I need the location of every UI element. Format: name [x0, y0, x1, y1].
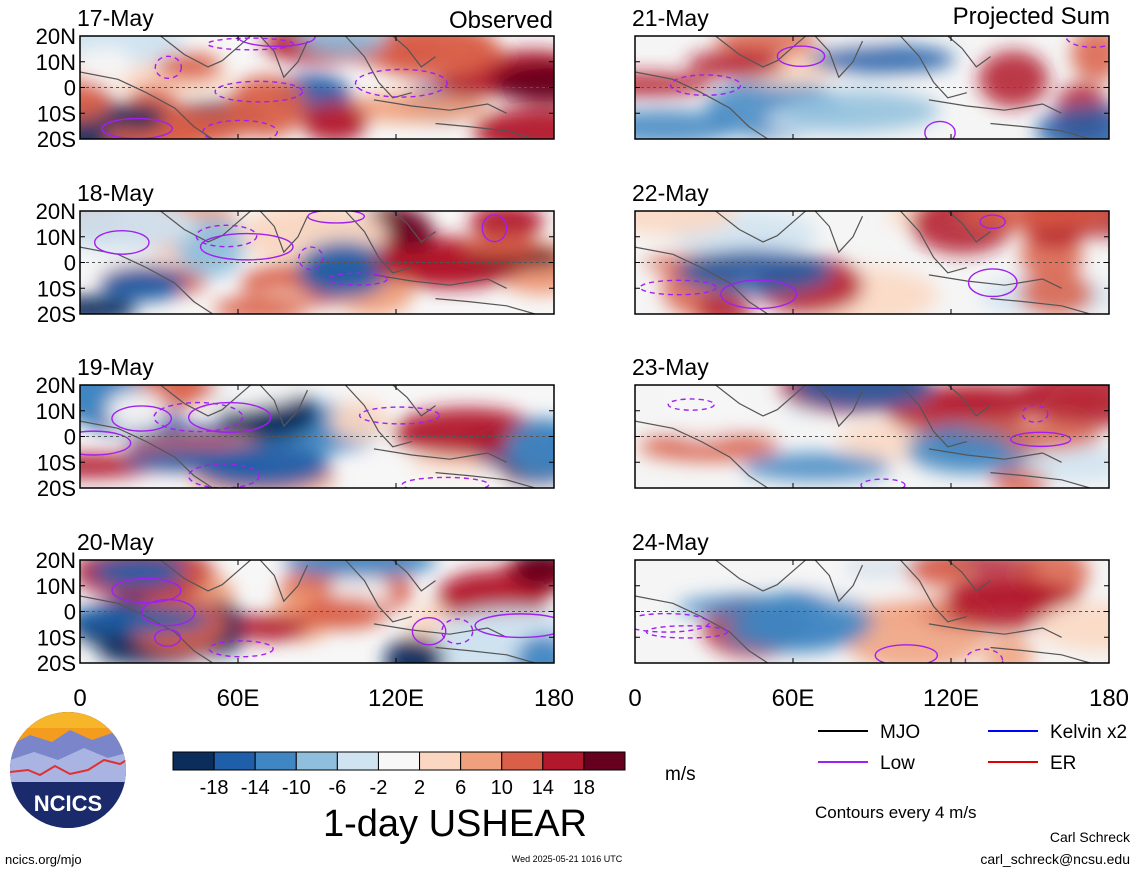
lon-tick-label: 120E	[368, 685, 424, 712]
panel-date-label: 24-May	[632, 529, 709, 555]
lat-tick-label: 0	[64, 425, 76, 450]
colorbar-swatch	[254, 751, 297, 771]
ncics-logo: NCICS	[10, 712, 126, 828]
lat-tick-label: 10N	[36, 574, 76, 599]
timestamp: Wed 2025-05-21 1016 UTC	[512, 854, 623, 864]
lat-tick-label: 10N	[36, 50, 76, 75]
colorbar-tick-label: -14	[241, 777, 270, 799]
legend-label: Low	[880, 753, 915, 774]
colorbar-tick-label: -6	[328, 777, 346, 799]
lon-tick-label: 180	[1089, 685, 1129, 712]
units-label: m/s	[665, 764, 696, 785]
lat-tick-label: 20N	[36, 548, 76, 573]
colorbar-tick-label: 10	[491, 777, 513, 799]
contour-legend: MJO Kelvin x2 Low ER	[818, 722, 1127, 774]
variable-title: 1-day USHEAR	[323, 803, 587, 845]
map-panel: 22-May	[632, 180, 1110, 315]
colorbar-swatch	[460, 751, 503, 771]
colorbar-swatch	[501, 751, 544, 771]
colorbar-swatch	[542, 751, 585, 771]
panel-date-label: 19-May	[77, 354, 154, 380]
ncics-logo-text: NCICS	[34, 791, 102, 816]
lon-tick-label: 120E	[923, 685, 979, 712]
colorbar-tick-label: -2	[370, 777, 388, 799]
panel-date-label: 23-May	[632, 354, 709, 380]
panel-date-label: 18-May	[77, 180, 154, 206]
panel-date-label: 17-May	[77, 5, 154, 31]
author-name: Carl Schreck	[1050, 829, 1131, 845]
lat-tick-label: 10S	[37, 450, 76, 475]
colorbar: -18 -14 -10 -6 -2 2 6 10 14 18	[172, 751, 626, 799]
lat-tick-label: 10S	[37, 276, 76, 301]
lat-tick-label: 0	[64, 251, 76, 276]
lat-tick-label: 20N	[36, 24, 76, 49]
observed-heading: Observed	[449, 7, 553, 34]
legend-label: ER	[1050, 753, 1076, 774]
panel-date-label: 21-May	[632, 5, 709, 31]
colorbar-swatch	[295, 751, 338, 771]
colorbar-tick-label: -10	[282, 777, 311, 799]
site-url: ncics.org/mjo	[5, 852, 82, 867]
lat-tick-label: 10S	[37, 625, 76, 650]
colorbar-tick-label: 6	[455, 777, 466, 799]
lat-tick-label: 10N	[36, 225, 76, 250]
colorbar-swatch	[172, 751, 215, 771]
panel-date-label: 20-May	[77, 529, 154, 555]
lat-tick-label: 10S	[37, 101, 76, 126]
lat-tick-label: 20S	[37, 302, 76, 327]
lon-tick-label: 0	[628, 685, 641, 712]
lon-tick-label: 0	[73, 685, 86, 712]
lat-tick-label: 0	[64, 600, 76, 625]
lon-tick-label: 60E	[772, 685, 815, 712]
lat-tick-label: 20N	[36, 199, 76, 224]
lon-tick-label: 180	[534, 685, 574, 712]
lat-tick-label: 20N	[36, 373, 76, 398]
colorbar-swatch	[583, 751, 626, 771]
lat-tick-label: 20S	[37, 651, 76, 676]
colorbar-swatch	[336, 751, 379, 771]
lat-tick-label: 0	[64, 76, 76, 101]
projected-heading: Projected Sum	[953, 3, 1110, 30]
colorbar-swatch	[419, 751, 462, 771]
legend-label: Kelvin x2	[1050, 722, 1127, 743]
lat-tick-label: 10N	[36, 399, 76, 424]
colorbar-tick-label: 2	[414, 777, 425, 799]
map-panel: 23-May	[632, 354, 1110, 489]
author-email: carl_schreck@ncsu.edu	[980, 851, 1130, 867]
colorbar-tick-label: 18	[573, 777, 595, 799]
colorbar-swatch	[377, 751, 421, 771]
lat-tick-label: 20S	[37, 476, 76, 501]
colorbar-swatch	[213, 751, 256, 771]
map-panel: 24-May	[632, 529, 1110, 664]
panel-date-label: 22-May	[632, 180, 709, 206]
colorbar-tick-label: 14	[532, 777, 554, 799]
lon-tick-label: 60E	[217, 685, 260, 712]
colorbar-tick-label: -18	[200, 777, 229, 799]
lat-tick-label: 20S	[37, 127, 76, 152]
contour-note: Contours every 4 m/s	[815, 803, 977, 822]
legend-label: MJO	[880, 722, 920, 743]
map-panel: 21-May	[632, 5, 1110, 140]
